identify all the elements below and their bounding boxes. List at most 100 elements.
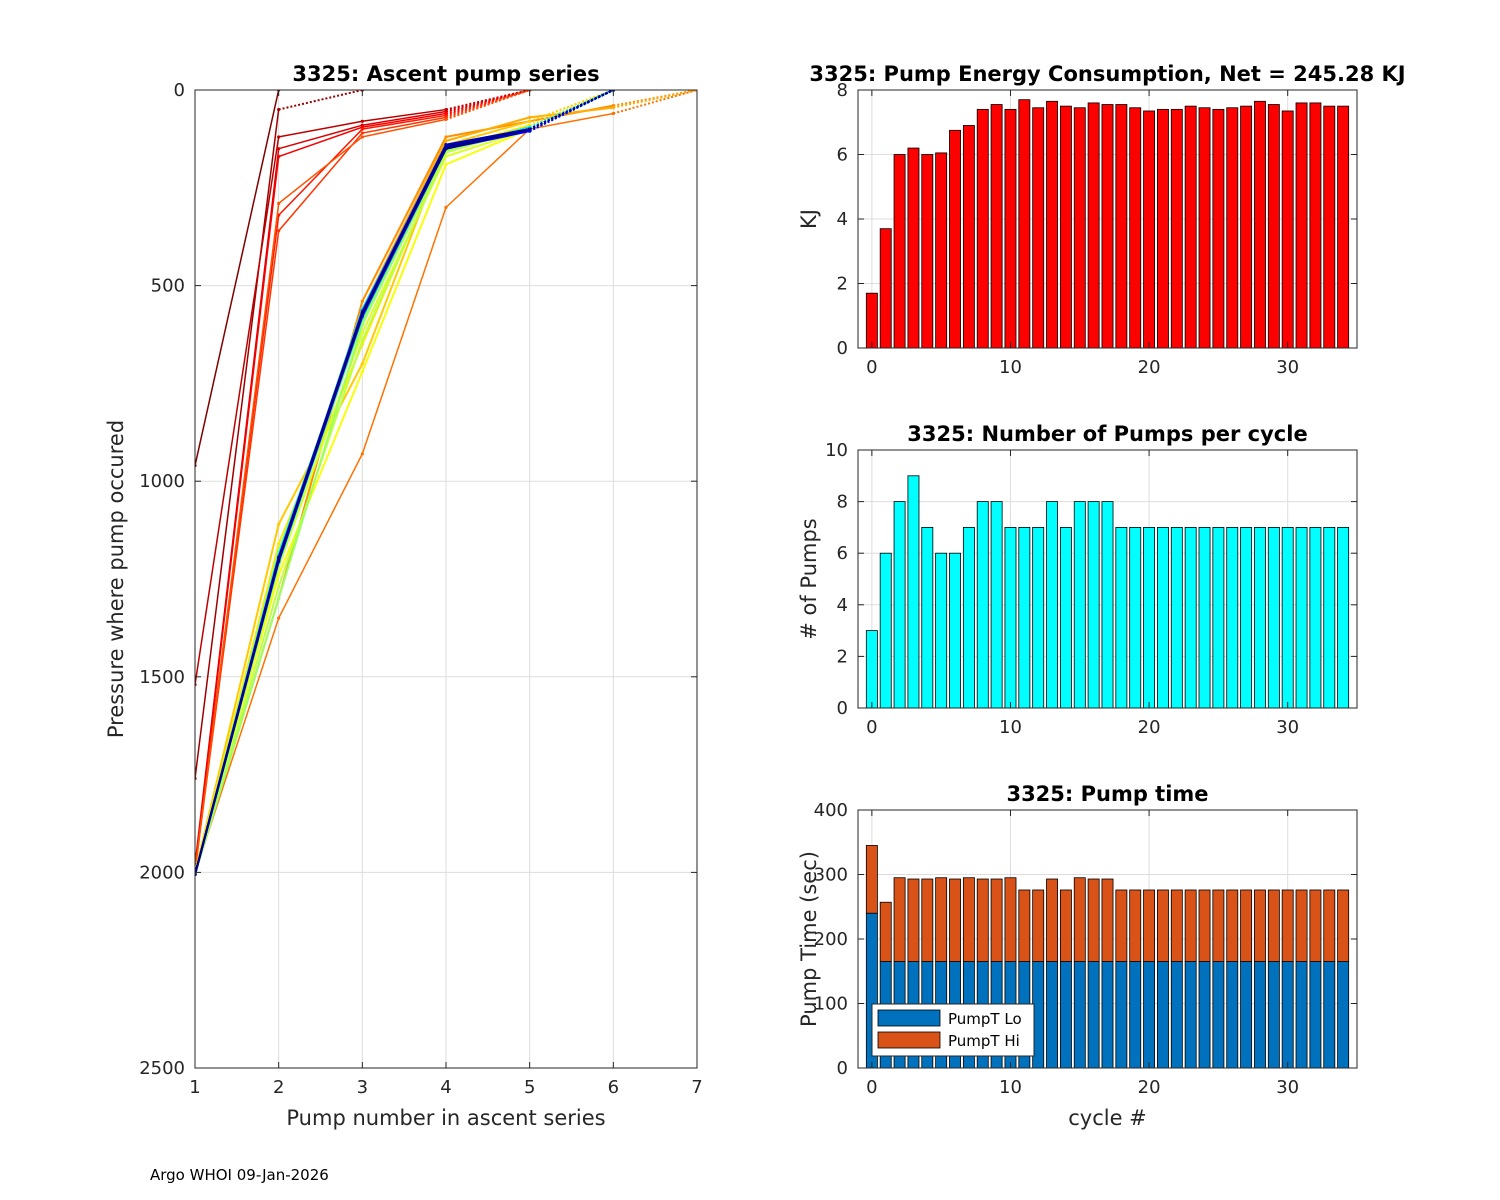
bar bbox=[1032, 527, 1045, 709]
series-point bbox=[360, 311, 364, 315]
bar-pumpt-lo bbox=[1073, 961, 1086, 1069]
bar-pumpt-lo bbox=[1059, 961, 1072, 1069]
bar bbox=[1143, 110, 1156, 349]
bar bbox=[865, 292, 878, 349]
series-point bbox=[360, 299, 364, 303]
bar bbox=[921, 154, 934, 349]
bar bbox=[1004, 527, 1017, 709]
y-tick-label: 0 bbox=[837, 1058, 848, 1079]
series-point bbox=[444, 117, 448, 121]
x-tick-label: 0 bbox=[866, 1077, 877, 1098]
bar bbox=[1073, 501, 1086, 709]
series-line-final bbox=[445, 90, 530, 121]
bar bbox=[1059, 105, 1072, 349]
x-tick-label: 20 bbox=[1138, 717, 1161, 738]
bar bbox=[1129, 107, 1142, 349]
y-tick-label: 1000 bbox=[139, 471, 185, 492]
bar bbox=[1087, 102, 1100, 349]
bar-pumpt-hi bbox=[1101, 878, 1114, 962]
bar bbox=[907, 475, 920, 709]
plot-area bbox=[195, 90, 697, 876]
bar bbox=[1212, 527, 1225, 709]
x-axis-label: Pump number in ascent series bbox=[286, 1106, 605, 1130]
x-tick-label: 5 bbox=[524, 1077, 535, 1098]
bar bbox=[935, 152, 948, 349]
bar bbox=[1170, 108, 1183, 349]
series-line bbox=[195, 90, 280, 466]
bar-pumpt-hi bbox=[1170, 889, 1183, 962]
bar-pumpt-hi bbox=[976, 878, 989, 962]
series-point bbox=[444, 135, 448, 139]
bar bbox=[1281, 110, 1294, 349]
bar-pumpt-hi bbox=[879, 901, 892, 962]
bar bbox=[962, 527, 975, 709]
bar-pumpt-hi bbox=[935, 877, 948, 962]
series-point bbox=[611, 111, 615, 116]
bar bbox=[949, 552, 961, 709]
y-axis-label: Pressure where pump occured bbox=[104, 420, 128, 738]
bar-pumpt-lo bbox=[1212, 961, 1225, 1069]
legend-label: PumpT Lo bbox=[948, 1010, 1022, 1028]
series-point bbox=[528, 115, 532, 119]
bar bbox=[1281, 527, 1294, 709]
series-line bbox=[195, 116, 447, 871]
bar bbox=[1046, 100, 1058, 349]
bar-pumpt-lo bbox=[1281, 961, 1294, 1069]
x-tick-label: 30 bbox=[1276, 717, 1299, 738]
bar bbox=[1073, 107, 1086, 349]
series-point bbox=[277, 229, 281, 233]
bar-pumpt-lo bbox=[1254, 961, 1266, 1069]
bar bbox=[949, 129, 961, 349]
series-point bbox=[277, 596, 281, 601]
footer-text: Argo WHOI 09-Jan-2026 bbox=[150, 1166, 329, 1184]
series-line bbox=[195, 118, 447, 873]
bar bbox=[1004, 108, 1017, 349]
y-tick-label: 0 bbox=[837, 338, 848, 359]
bar bbox=[1267, 527, 1280, 709]
bar-pumpt-hi bbox=[1323, 889, 1336, 962]
bar-pumpt-hi bbox=[1073, 877, 1086, 962]
series-point bbox=[528, 127, 532, 131]
bar bbox=[1046, 501, 1058, 709]
series-point bbox=[360, 135, 364, 139]
series-point bbox=[277, 201, 281, 206]
y-tick-label: 6 bbox=[837, 145, 848, 166]
series-point bbox=[528, 119, 532, 123]
bar bbox=[1254, 100, 1266, 349]
bar-pumpt-hi bbox=[1337, 889, 1350, 962]
chart-title: 3325: Number of Pumps per cycle bbox=[907, 422, 1307, 446]
series-point bbox=[277, 542, 281, 546]
bar bbox=[976, 108, 989, 349]
bar bbox=[962, 125, 975, 349]
legend-swatch bbox=[877, 1009, 941, 1027]
bar bbox=[1101, 501, 1114, 709]
bar-pumpt-lo bbox=[1046, 961, 1058, 1069]
bar bbox=[865, 630, 878, 709]
bar bbox=[1323, 527, 1336, 709]
bar-pumpt-hi bbox=[1240, 889, 1253, 962]
bar bbox=[1254, 527, 1266, 709]
bar bbox=[1198, 107, 1211, 349]
series-point bbox=[277, 585, 281, 589]
bar-pumpt-hi bbox=[1059, 889, 1072, 962]
axes-frame bbox=[857, 449, 1358, 709]
bar bbox=[1087, 501, 1100, 709]
series-point bbox=[277, 573, 281, 577]
y-axis-label: Pump Time (sec) bbox=[797, 851, 821, 1027]
bar bbox=[1170, 527, 1183, 709]
bar bbox=[879, 228, 892, 349]
bar bbox=[1337, 105, 1350, 349]
x-tick-label: 20 bbox=[1138, 1077, 1161, 1098]
bar bbox=[1115, 104, 1128, 349]
x-tick-label: 30 bbox=[1276, 1077, 1299, 1098]
series-point bbox=[277, 147, 281, 151]
bar-pumpt-hi bbox=[921, 878, 934, 962]
bar bbox=[1101, 104, 1114, 349]
series-point bbox=[277, 154, 281, 159]
bar-pumpt-lo bbox=[1309, 961, 1322, 1069]
x-tick-label: 10 bbox=[999, 717, 1022, 738]
bar-pumpt-hi bbox=[1281, 889, 1294, 962]
bar bbox=[1115, 527, 1128, 709]
